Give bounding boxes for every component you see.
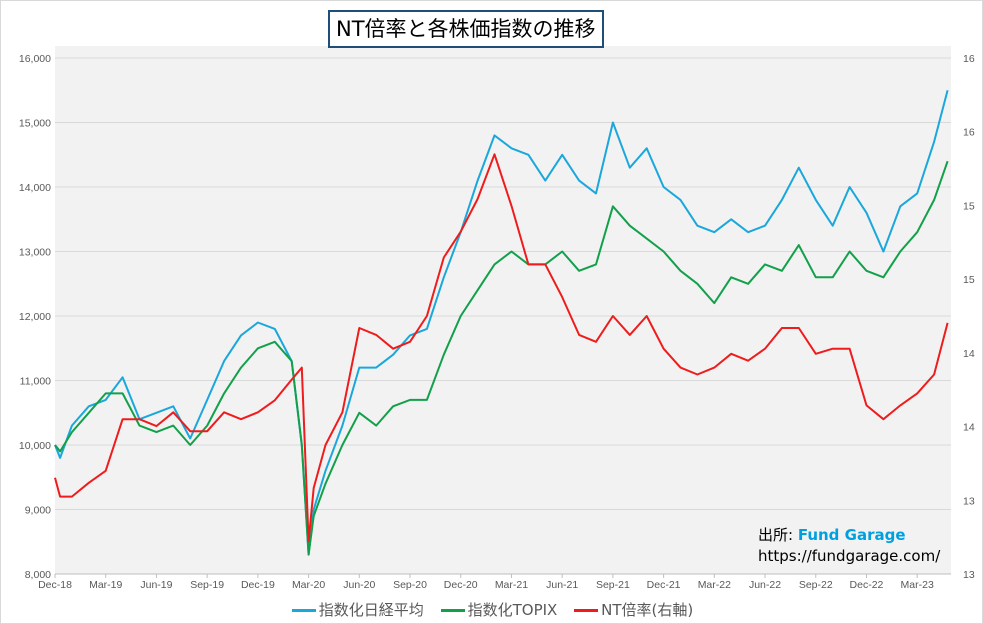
x-tick-label: Mar-23 (901, 579, 934, 591)
legend-item-nikkei: 指数化日経平均 (291, 599, 424, 620)
x-tick-label: Dec-19 (241, 579, 275, 591)
y-left-tick-label: 14,000 (19, 182, 51, 194)
plot-area (55, 46, 951, 574)
x-tick-label: Jun-21 (546, 579, 578, 591)
y-right-tick-label: 13 (963, 569, 975, 581)
x-tick-label: Sep-21 (596, 579, 630, 591)
x-tick-label: Dec-21 (647, 579, 681, 591)
y-right-tick-label: 16 (963, 53, 975, 65)
y-right-tick-label: 14 (963, 348, 975, 360)
source-url: https://fundgarage.com/ (758, 547, 941, 565)
source-brand: Fund Garage (797, 526, 906, 544)
x-tick-label: Mar-20 (292, 579, 325, 591)
y-right-tick-label: 14 (963, 422, 975, 434)
legend-swatch (574, 609, 599, 612)
legend-label: NT倍率(右軸) (601, 601, 694, 619)
legend-item-nt-ratio: NT倍率(右軸) (574, 599, 693, 620)
chart-title: NT倍率と各株価指数の推移 (328, 10, 604, 48)
y-left-tick-label: 12,000 (19, 311, 51, 323)
y-right-tick-label: 15 (963, 200, 975, 212)
x-tick-label: Dec-18 (38, 579, 72, 591)
x-tick-label: Sep-20 (393, 579, 427, 591)
y-right-tick-label: 15 (963, 274, 975, 286)
series-line-指数化日経平均 (54, 90, 949, 556)
legend-item-topix: 指数化TOPIX (440, 599, 558, 620)
legend-swatch (291, 609, 316, 612)
source-note: 出所: Fund Garage https://fundgarage.com/ (758, 525, 940, 567)
x-tick-label: Mar-22 (698, 579, 731, 591)
x-tick-label: Jun-19 (140, 579, 172, 591)
x-tick-label: Mar-21 (495, 579, 528, 591)
x-tick-label: Sep-19 (190, 579, 224, 591)
legend-swatch (440, 609, 465, 612)
series-line-指数化TOPIX (54, 160, 949, 556)
y-left-tick-label: 8,000 (25, 569, 51, 581)
x-tick-label: Jun-20 (343, 579, 375, 591)
legend-label: 指数化TOPIX (467, 601, 558, 619)
y-right-tick-label: 16 (963, 127, 975, 139)
x-tick-label: Sep-22 (799, 579, 833, 591)
x-tick-label: Mar-19 (89, 579, 122, 591)
source-label: 出所: (758, 526, 798, 544)
y-left-tick-label: 11,000 (20, 376, 51, 388)
y-left-tick-label: 13,000 (19, 247, 51, 259)
y-left-tick-label: 9,000 (25, 505, 51, 517)
x-tick-label: Dec-20 (444, 579, 478, 591)
y-left-tick-label: 10,000 (19, 440, 51, 452)
series-line-NT倍率(右軸) (54, 153, 949, 543)
y-right-tick-label: 13 (963, 495, 975, 507)
y-left-tick-label: 15,000 (19, 118, 51, 130)
y-left-tick-label: 16,000 (19, 53, 51, 65)
legend-label: 指数化日経平均 (318, 601, 424, 619)
x-tick-label: Jun-22 (749, 579, 781, 591)
legend: 指数化日経平均 指数化TOPIX NT倍率(右軸) (1, 599, 982, 620)
x-tick-label: Dec-22 (850, 579, 884, 591)
